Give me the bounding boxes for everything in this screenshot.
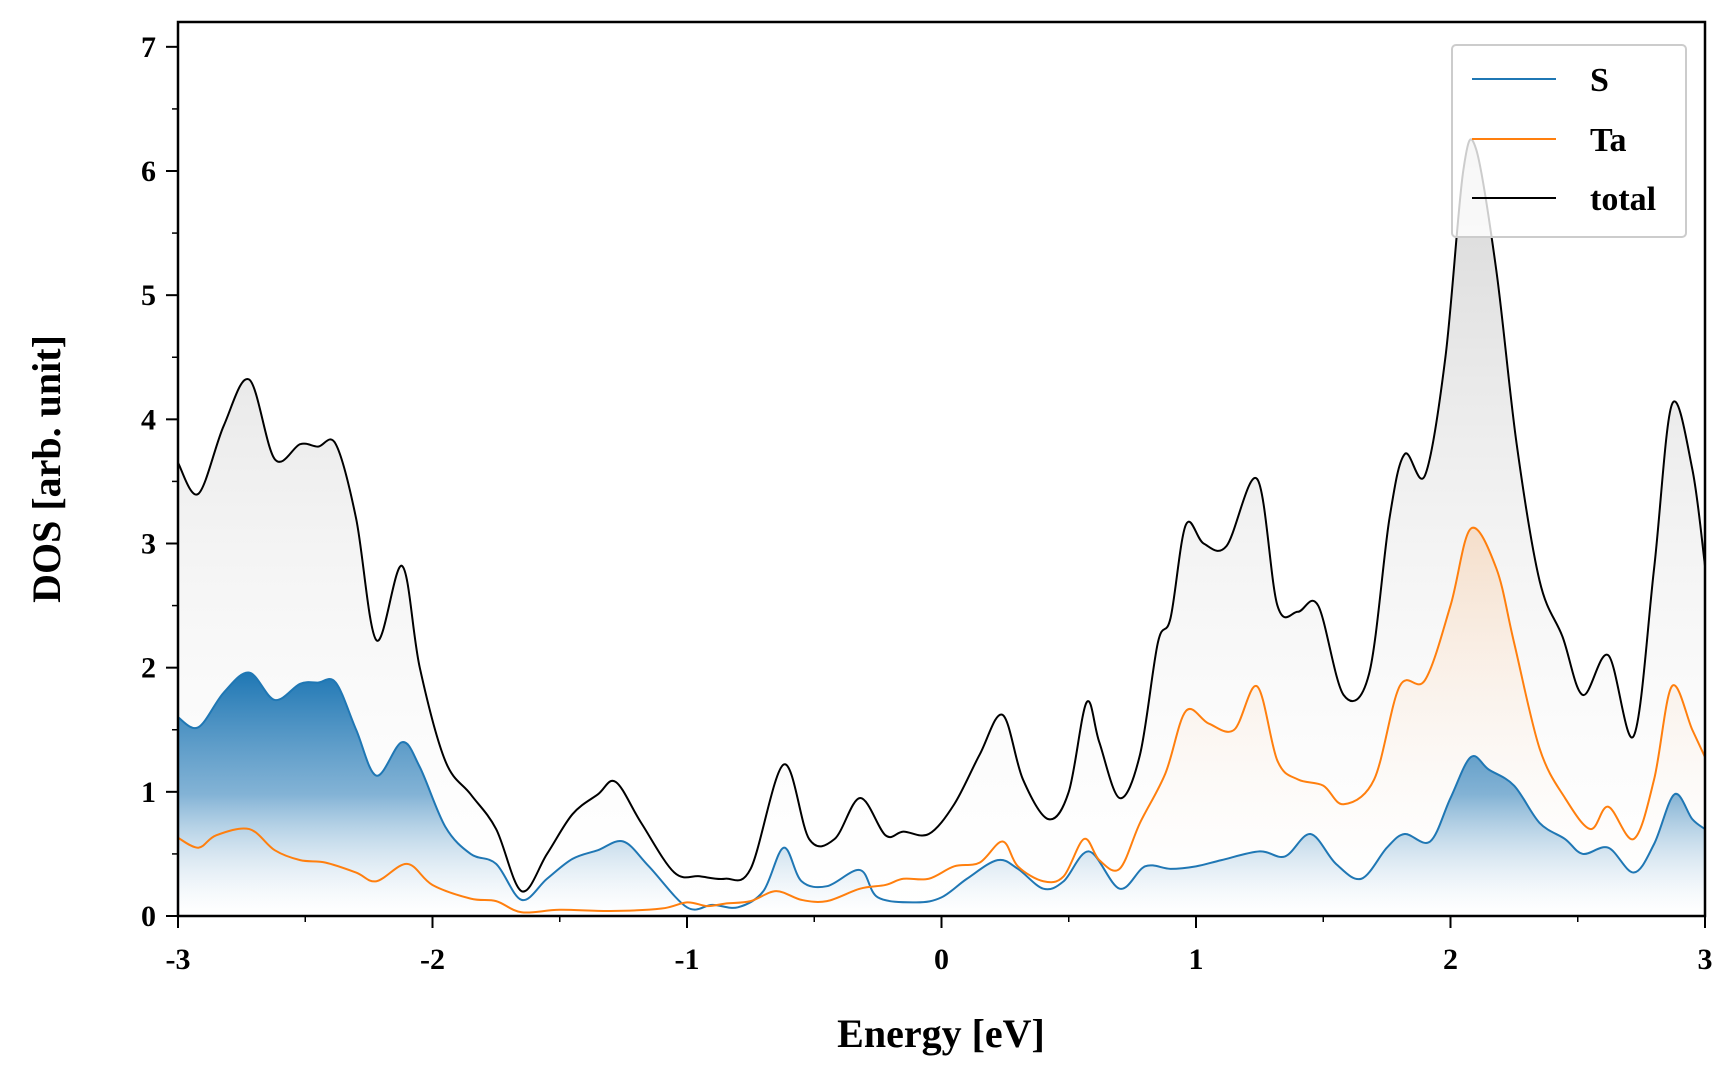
- y-tick-label: 0: [141, 900, 156, 933]
- legend-label-ta: Ta: [1590, 122, 1627, 159]
- y-tick-label: 7: [141, 31, 156, 64]
- y-tick-label: 5: [141, 279, 156, 312]
- x-tick-label: 2: [1443, 943, 1458, 976]
- area-fill-ta: [178, 527, 1705, 916]
- legend-label-s: S: [1590, 62, 1609, 99]
- x-axis-title: Energy [eV]: [837, 1011, 1045, 1056]
- series-line-ta: [178, 526, 1705, 914]
- y-axis-title: DOS [arb. unit]: [24, 335, 69, 603]
- series-line-s: [178, 671, 1705, 911]
- x-tick-label: -3: [166, 943, 191, 976]
- series-line-total: [178, 138, 1705, 893]
- y-tick-label: 1: [141, 776, 156, 809]
- x-tick-label: -1: [675, 943, 700, 976]
- x-tick-label: 1: [1189, 943, 1204, 976]
- y-tick-label: 4: [141, 403, 156, 436]
- x-tick-label: 3: [1698, 943, 1713, 976]
- y-tick-label: 3: [141, 528, 156, 561]
- y-tick-label: 6: [141, 155, 156, 188]
- area-fill-s: [178, 672, 1705, 916]
- x-tick-label: -2: [420, 943, 445, 976]
- y-tick-label: 2: [141, 652, 156, 685]
- legend-label-total: total: [1590, 181, 1656, 218]
- area-fill-total: [178, 139, 1705, 916]
- legend-box: [1451, 44, 1687, 238]
- legend: S Ta total: [1451, 44, 1687, 238]
- x-tick-label: 0: [934, 943, 949, 976]
